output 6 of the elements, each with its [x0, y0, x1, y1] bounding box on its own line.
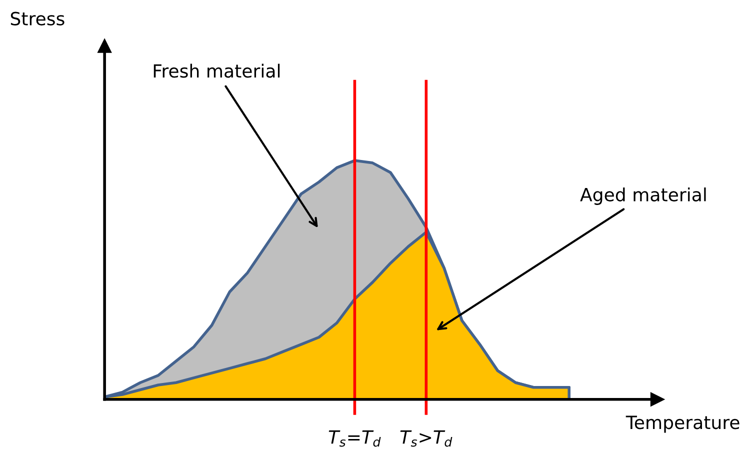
x-axis-title: Temperature	[626, 416, 740, 433]
x-tick-label: T$_{s}$>T$_{d}$	[400, 430, 452, 447]
x-tick-label: T$_{s}$=T$_{d}$	[328, 430, 381, 447]
text: Stress	[10, 12, 64, 26]
text: Fresh material	[154, 64, 280, 78]
text: Aged material	[580, 187, 706, 205]
